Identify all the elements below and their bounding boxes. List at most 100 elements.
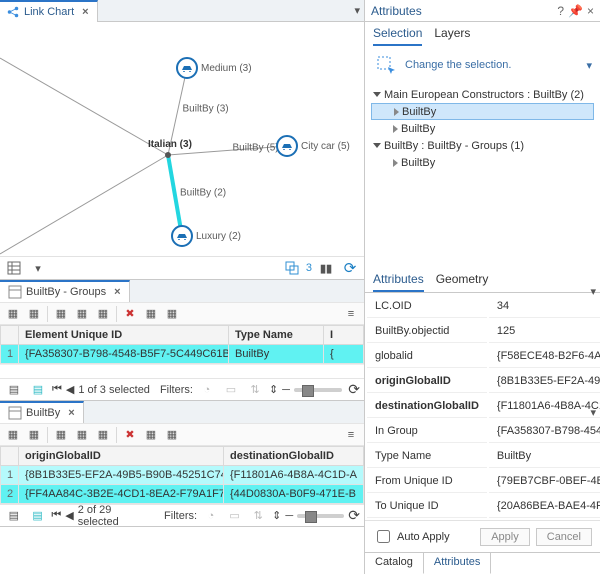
select-icon[interactable]: ▦ (72, 425, 92, 445)
tab-link-chart[interactable]: Link Chart × (0, 0, 98, 22)
col-origin[interactable]: originGlobalID (19, 447, 224, 466)
panel2-grid[interactable]: originGlobalID destinationGlobalID 1{8B1… (0, 446, 364, 504)
tree-item[interactable]: BuiltBy (371, 120, 594, 137)
chevron-down-icon[interactable]: ▾ (354, 4, 360, 17)
col-uid[interactable]: Element Unique ID (19, 326, 229, 345)
panel1-grid[interactable]: Element Unique ID Type Name I 1{FA358307… (0, 325, 364, 364)
zoom-icon[interactable]: ▦ (93, 304, 113, 324)
refresh-icon[interactable]: ⟳ (340, 258, 360, 278)
menu-icon[interactable]: ≡ (341, 304, 361, 324)
col-i[interactable]: I (324, 326, 364, 345)
filter-range-icon[interactable]: ⇅ (248, 506, 268, 526)
kv-row[interactable]: From Unique ID{79EB7CBF-0BEF-4B9B-857 (367, 470, 600, 493)
tree-group-2[interactable]: BuiltBy : BuiltBy - Groups (1) (371, 137, 594, 154)
pause-icon[interactable]: ▮▮ (316, 258, 336, 278)
copy-icon[interactable]: ▦ (141, 304, 161, 324)
table-row[interactable]: 1{8B1B33E5-EF2A-49B5-B90B-45251C7458E6}{… (1, 466, 364, 485)
row-height-slider[interactable] (297, 514, 344, 518)
close-icon[interactable]: × (114, 286, 120, 298)
sort-icon[interactable]: ⇕ (269, 383, 278, 396)
add-icon[interactable]: ▦ (24, 425, 44, 445)
kv-row[interactable]: destinationGlobalID{F11801A6-4B8A-4C1D-A… (367, 395, 600, 418)
chevron-down-icon[interactable]: ▾ (590, 285, 596, 298)
tab-attributes[interactable]: Attributes (373, 272, 424, 292)
first-icon[interactable]: ⏮ (52, 383, 62, 396)
svg-text:Italian (3): Italian (3) (148, 139, 192, 150)
tab-geometry[interactable]: Geometry (436, 272, 489, 292)
view-all-icon[interactable]: ▤ (4, 380, 24, 400)
tree-item[interactable]: BuiltBy (371, 154, 594, 171)
col-rownum[interactable] (1, 447, 19, 466)
copy-icon[interactable]: ▦ (141, 425, 161, 445)
sort-icon[interactable]: ⇕ (272, 509, 281, 522)
kv-row[interactable]: globalid{F58ECE48-B2F6-4A50-A868 (367, 345, 600, 368)
tab-builtby[interactable]: BuiltBy × (0, 401, 84, 423)
add-icon[interactable]: ▦ (24, 304, 44, 324)
prev-icon[interactable]: ◀ (66, 383, 74, 396)
kv-row[interactable]: BuiltBy.objectid125 (367, 320, 600, 343)
selection-count: 3 (306, 262, 312, 274)
tab-catalog[interactable]: Catalog (365, 553, 423, 574)
first-icon[interactable]: ⏮ (51, 509, 61, 522)
menu-icon[interactable]: ≡ (341, 425, 361, 445)
selection-hint[interactable]: Change the selection. ▾ (365, 46, 600, 86)
delete-icon[interactable]: ✖ (120, 304, 140, 324)
kv-row[interactable]: In Group{FA358307-B798-4548-B5F7 (367, 420, 600, 443)
table-row[interactable]: 1{FA358307-B798-4548-B5F7-5C449C61B61C}B… (1, 345, 364, 364)
tab-attributes-bottom[interactable]: Attributes (423, 552, 491, 574)
pin-icon[interactable]: 📌 (568, 4, 583, 18)
paste-icon[interactable]: ▦ (162, 425, 182, 445)
chevron-down-icon[interactable]: ▾ (28, 258, 48, 278)
table-row[interactable]: 2{FF4AA84C-3B2E-4CD1-8EA2-F79A1F7335C5}{… (1, 485, 364, 504)
cancel-button[interactable]: Cancel (536, 528, 592, 546)
tree-item[interactable]: BuiltBy (371, 103, 594, 120)
col-rownum[interactable] (1, 326, 19, 345)
tab-layers[interactable]: Layers (434, 26, 470, 46)
chevron-down-icon[interactable]: ▾ (586, 59, 592, 72)
filter-extent-icon[interactable]: ▭ (221, 380, 241, 400)
attributes-title: Attributes (371, 4, 422, 18)
attributes-kv-table[interactable]: LC.OID34BuiltBy.objectid125globalid{F58E… (365, 293, 600, 520)
tab-selection[interactable]: Selection (373, 26, 422, 46)
view-all-icon[interactable]: ▤ (4, 506, 24, 526)
calc-icon[interactable]: ▦ (51, 425, 71, 445)
col-type[interactable]: Type Name (229, 326, 324, 345)
tab-builtby-groups[interactable]: BuiltBy - Groups × (0, 280, 130, 302)
view-sel-icon[interactable]: ▤ (28, 380, 48, 400)
filter-time-icon[interactable]: ◔ (197, 380, 217, 400)
col-dest[interactable]: destinationGlobalID (224, 447, 364, 466)
selection-tree[interactable]: Main European Constructors : BuiltBy (2)… (365, 86, 600, 179)
auto-apply-checkbox[interactable]: Auto Apply (373, 527, 450, 546)
prev-icon[interactable]: ◀ (65, 509, 73, 522)
field-icon[interactable]: ▦ (3, 304, 23, 324)
close-icon[interactable]: × (587, 4, 594, 18)
filter-extent-icon[interactable]: ▭ (225, 506, 245, 526)
zoom-icon[interactable]: ▦ (93, 425, 113, 445)
delete-icon[interactable]: ✖ (120, 425, 140, 445)
link-chart-canvas[interactable]: BuiltBy (3)BuiltBy (5)BuiltBy (2)Italian… (0, 22, 364, 256)
view-sel-icon[interactable]: ▤ (28, 506, 48, 526)
close-icon[interactable]: × (68, 407, 74, 419)
kv-row[interactable]: originGlobalID{8B1B33E5-EF2A-49B5-B90B (367, 370, 600, 393)
help-icon[interactable]: ? (557, 4, 564, 18)
close-icon[interactable]: × (82, 6, 88, 18)
filter-time-icon[interactable]: ◔ (201, 506, 221, 526)
filter-range-icon[interactable]: ⇅ (245, 380, 265, 400)
kv-row[interactable]: LC.OID34 (367, 295, 600, 318)
tree-group-1[interactable]: Main European Constructors : BuiltBy (2) (371, 86, 594, 103)
row-height-slider[interactable] (294, 388, 342, 392)
kv-row[interactable]: Type NameBuiltBy (367, 445, 600, 468)
kv-row[interactable]: To Unique ID{20A86BEA-BAE4-4F33-B10 (367, 495, 600, 518)
panel1-title: BuiltBy - Groups (26, 286, 106, 298)
select-icon[interactable]: ▦ (72, 304, 92, 324)
refresh-icon[interactable]: ⟳ (348, 381, 360, 398)
paste-icon[interactable]: ▦ (162, 304, 182, 324)
selection-count-icon[interactable] (282, 258, 302, 278)
panel2-toolbar: ▦ ▦ ▦ ▦ ▦ ✖ ▦ ▦ ≡ (0, 423, 364, 446)
calc-icon[interactable]: ▦ (51, 304, 71, 324)
chevron-down-icon[interactable]: ▾ (590, 406, 596, 419)
refresh-icon[interactable]: ⟳ (348, 507, 360, 524)
table-icon[interactable] (4, 258, 24, 278)
apply-button[interactable]: Apply (480, 528, 530, 546)
field-icon[interactable]: ▦ (3, 425, 23, 445)
